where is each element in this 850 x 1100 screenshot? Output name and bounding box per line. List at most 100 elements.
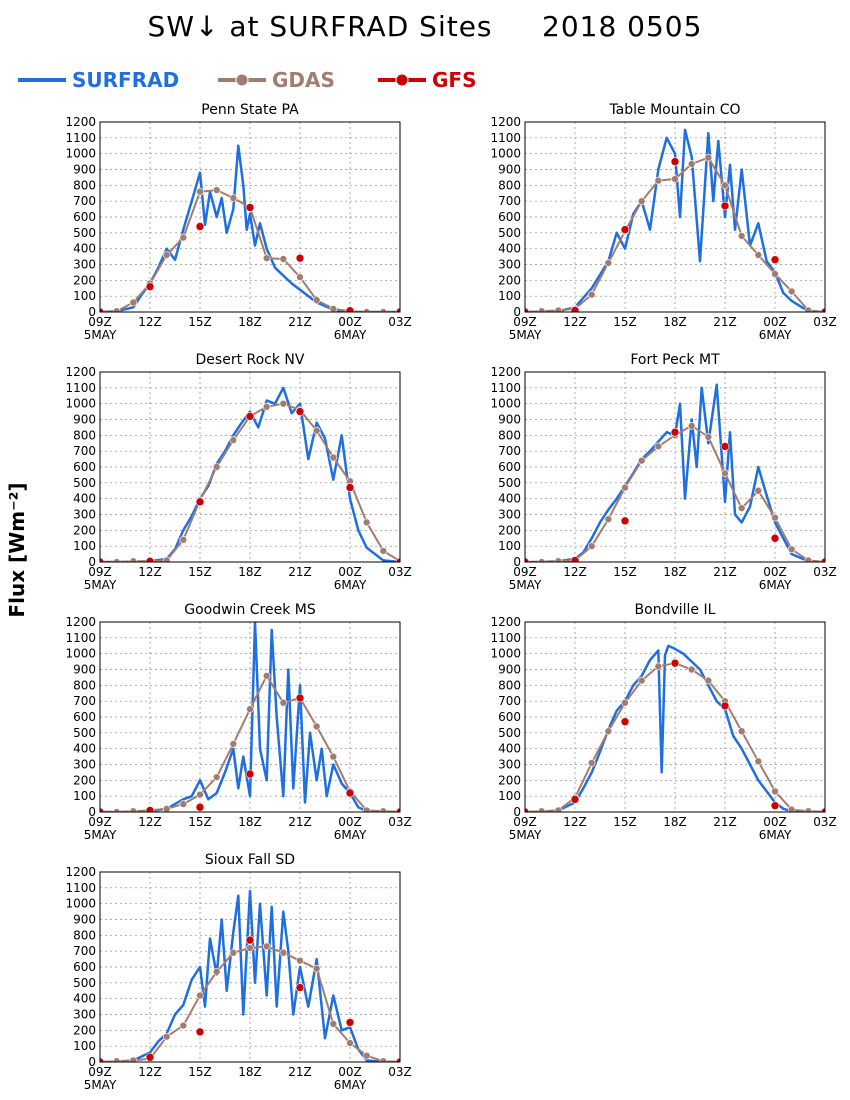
data-point xyxy=(195,1027,205,1037)
data-point xyxy=(162,805,171,812)
data-point xyxy=(721,181,729,190)
data-point xyxy=(179,536,188,544)
x-date-label: 5MAY xyxy=(509,578,542,592)
y-tick-label: 900 xyxy=(498,163,521,177)
data-point xyxy=(145,282,155,291)
y-tick-label: 200 xyxy=(498,773,521,787)
y-tick-label: 600 xyxy=(73,710,96,724)
y-tick-label: 1000 xyxy=(490,647,521,661)
data-point xyxy=(346,1039,354,1047)
data-point xyxy=(312,426,321,435)
x-tick-label: 18Z xyxy=(663,315,687,329)
data-point xyxy=(587,290,596,299)
data-point xyxy=(195,222,205,231)
y-tick-label: 900 xyxy=(73,663,96,677)
data-point xyxy=(379,807,388,812)
x-tick-label: 21Z xyxy=(288,1065,312,1079)
y-tick-label: 1200 xyxy=(490,115,521,129)
data-point xyxy=(379,308,388,312)
x-date-label: 5MAY xyxy=(509,328,542,342)
data-point xyxy=(570,306,580,312)
data-point xyxy=(295,983,305,992)
plot-frame xyxy=(99,871,401,1063)
data-point xyxy=(804,306,813,312)
data-point xyxy=(179,800,188,808)
x-date-label: 6MAY xyxy=(334,578,367,592)
data-point xyxy=(362,308,371,312)
plot-frame xyxy=(524,121,826,313)
series-gfs xyxy=(525,427,825,562)
data-point xyxy=(345,788,355,798)
data-point xyxy=(754,251,763,259)
data-point xyxy=(312,964,321,973)
y-tick-label: 200 xyxy=(73,773,96,787)
y-tick-label: 700 xyxy=(498,444,521,458)
y-tick-label: 500 xyxy=(73,226,96,240)
data-point xyxy=(329,453,338,462)
y-tick-label: 600 xyxy=(73,460,96,474)
y-tick-label: 600 xyxy=(73,210,96,224)
data-point xyxy=(637,456,646,465)
chart-svg: Fort Peck MT0100200300400500600700800900… xyxy=(490,352,836,592)
y-tick-label: 200 xyxy=(498,273,521,287)
y-tick-label: 300 xyxy=(498,508,521,522)
x-tick-label: 15Z xyxy=(188,815,212,829)
data-point xyxy=(212,967,221,976)
x-tick-label: 21Z xyxy=(713,815,737,829)
data-point xyxy=(570,795,580,804)
page-title: SW↓ at SURFRAD Sites 2018 0505 xyxy=(147,10,703,43)
chart-panel-0: Penn State PA 0 100 200 300 400 500 600 700 800 90… xyxy=(50,100,411,342)
x-date-label: 5MAY xyxy=(84,1078,117,1092)
data-point xyxy=(554,557,563,562)
chart-title: Bondville IL xyxy=(635,602,716,618)
data-point xyxy=(621,483,629,492)
series-gfs xyxy=(100,693,400,812)
series-surfrad xyxy=(100,144,400,312)
x-date-label: 5MAY xyxy=(84,828,117,842)
data-point xyxy=(820,307,825,312)
data-point xyxy=(112,1057,121,1062)
data-point xyxy=(820,807,825,812)
data-point xyxy=(754,757,763,766)
data-point xyxy=(196,187,204,196)
y-tick-label: 900 xyxy=(498,663,521,677)
y-tick-label: 700 xyxy=(498,694,521,708)
x-date-label: 6MAY xyxy=(334,328,367,342)
data-point xyxy=(179,233,188,242)
y-tick-label: 300 xyxy=(498,258,521,272)
x-tick-label: 03Z xyxy=(388,315,412,329)
x-tick-label: 21Z xyxy=(713,315,737,329)
legend-marker xyxy=(395,73,409,87)
data-point xyxy=(345,1018,355,1027)
y-tick-label: 1100 xyxy=(65,631,96,645)
y-tick-label: 600 xyxy=(498,710,521,724)
data-point xyxy=(229,194,238,202)
series-surfrad xyxy=(525,128,825,312)
legend-marker xyxy=(235,73,249,87)
data-point xyxy=(295,253,305,263)
data-point xyxy=(329,1020,338,1028)
data-point xyxy=(362,518,371,527)
data-point xyxy=(295,407,305,416)
legend-item-surfrad: SURFRAD xyxy=(18,68,179,92)
data-point xyxy=(312,722,321,731)
y-tick-label: 300 xyxy=(73,758,96,772)
data-point xyxy=(537,807,546,812)
y-tick-label: 0 xyxy=(88,555,96,569)
y-tick-label: 1200 xyxy=(65,365,96,379)
series-gfs xyxy=(525,658,825,812)
y-tick-label: 500 xyxy=(73,976,96,990)
y-tick-label: 1200 xyxy=(490,615,521,629)
y-tick-label: 800 xyxy=(73,178,96,192)
y-tick-label: 500 xyxy=(498,476,521,490)
series-gfs xyxy=(100,203,400,312)
plot-frame xyxy=(99,621,401,813)
data-point xyxy=(112,808,121,812)
data-point xyxy=(245,769,255,779)
y-tick-label: 500 xyxy=(498,726,521,740)
y-tick-label: 400 xyxy=(73,492,96,506)
y-tick-label: 500 xyxy=(73,476,96,490)
data-point xyxy=(620,717,630,727)
data-point xyxy=(196,790,204,799)
y-tick-label: 0 xyxy=(513,805,521,819)
